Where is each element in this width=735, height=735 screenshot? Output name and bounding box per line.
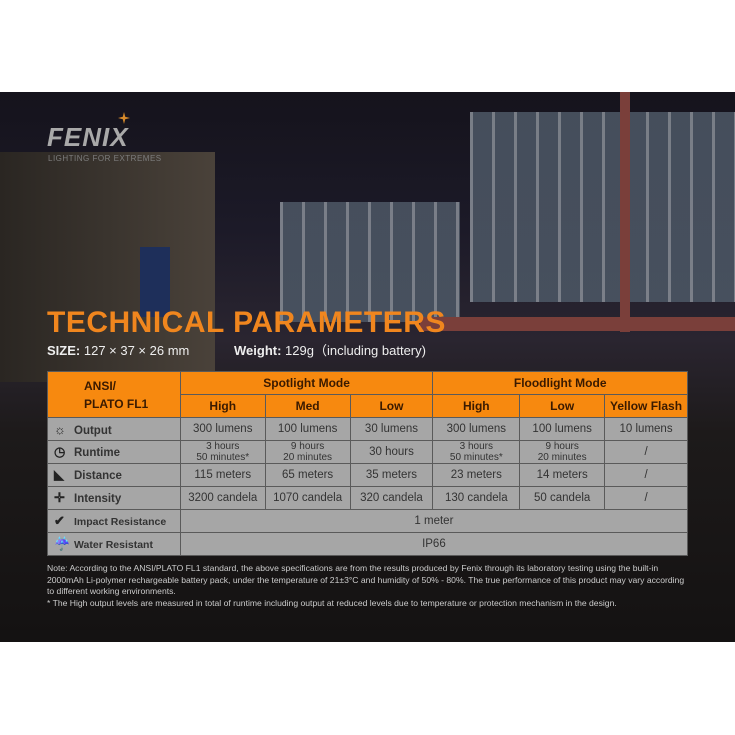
brand-logo: FENIX <box>47 122 129 152</box>
footnote-text: * The High output levels are measured in… <box>47 597 617 608</box>
table-row-impact: ✔ Impact Resistance 1 meter <box>47 509 689 533</box>
mode-header: High <box>432 394 521 418</box>
table-cell: / <box>604 440 688 464</box>
table-cell: 3200 candela <box>179 486 266 510</box>
table-row-output: ☼ Output 300 lumens 100 lumens 30 lumens 300 … <box>47 417 688 441</box>
intensity-icon: ✛ <box>54 490 65 505</box>
spec-table: ANSI/PLATO FL1 Spotlight Mode Floodlight… <box>47 371 689 556</box>
background-photo <box>0 92 735 642</box>
distance-icon: ◣ <box>54 467 64 482</box>
table-cell: 9 hours 20 minutes <box>264 440 351 464</box>
mode-header: Low <box>519 394 606 418</box>
table-cell: 130 candela <box>432 486 521 510</box>
output-icon: ☼ <box>54 421 66 437</box>
water-icon: ☔ <box>54 536 71 551</box>
table-cell: 14 meters <box>519 463 606 487</box>
table-cell: 65 meters <box>264 463 351 487</box>
table-cell: 3 hours 50 minutes* <box>179 440 266 464</box>
brand-tagline: LIGHTING FOR EXTREMES <box>48 154 162 163</box>
table-cell: 50 candela <box>519 486 606 510</box>
mode-header: High <box>179 394 266 418</box>
table-cell: 320 candela <box>349 486 434 510</box>
notes: Note: According to the ANSI/PLATO FL1 st… <box>47 563 692 609</box>
table-cell: 35 meters <box>349 463 434 487</box>
row-label: Intensity <box>74 493 122 505</box>
floodlight-header: Floodlight Mode <box>432 371 688 395</box>
table-cell: 100 lumens <box>519 417 606 441</box>
row-label: Runtime <box>74 447 120 459</box>
standard-header: ANSI/PLATO FL1 <box>47 371 181 418</box>
table-cell: 1070 candela <box>264 486 351 510</box>
clock-icon: ◷ <box>54 444 66 459</box>
table-cell: 300 lumens <box>179 417 266 441</box>
page-title: TECHNICAL PARAMETERS <box>47 306 446 339</box>
table-cell: 10 lumens <box>604 417 688 441</box>
table-row-distance: ◣ Distance 115 meters 65 meters 35 meters 23 … <box>47 463 688 487</box>
table-cell: 23 meters <box>432 463 521 487</box>
table-row-runtime: ◷ Runtime 3 hours 50 minutes* 9 hours 20 minu… <box>47 440 688 464</box>
table-cell: 30 lumens <box>349 417 434 441</box>
table-cell: 300 lumens <box>432 417 521 441</box>
note-text: Note: According to the ANSI/PLATO FL1 st… <box>47 563 685 596</box>
row-label: Distance <box>74 470 122 482</box>
row-label: Output <box>74 424 112 437</box>
mode-header: Yellow Flash <box>604 394 688 418</box>
mode-header: Med <box>264 394 351 418</box>
impact-icon: ✔ <box>54 513 65 528</box>
size-spec: SIZE: 127 × 37 × 26 mm <box>47 343 190 358</box>
mode-header: Low <box>349 394 434 418</box>
table-cell: 9 hours 20 minutes <box>519 440 606 464</box>
table-cell: 100 lumens <box>264 417 351 441</box>
table-cell: 3 hours 50 minutes* <box>432 440 521 464</box>
table-cell: / <box>604 463 688 487</box>
weight-spec: Weight: 129g（including battery) <box>234 343 426 358</box>
table-row-water: ☔ Water Resistant IP66 <box>47 532 689 556</box>
spotlight-header: Spotlight Mode <box>179 371 434 395</box>
star-icon <box>118 112 130 124</box>
table-cell: 30 hours <box>349 440 434 464</box>
table-row-intensity: ✛ Intensity 3200 candela 1070 candela 320 ca… <box>47 486 688 510</box>
table-cell: 115 meters <box>179 463 266 487</box>
table-cell: / <box>604 486 688 510</box>
